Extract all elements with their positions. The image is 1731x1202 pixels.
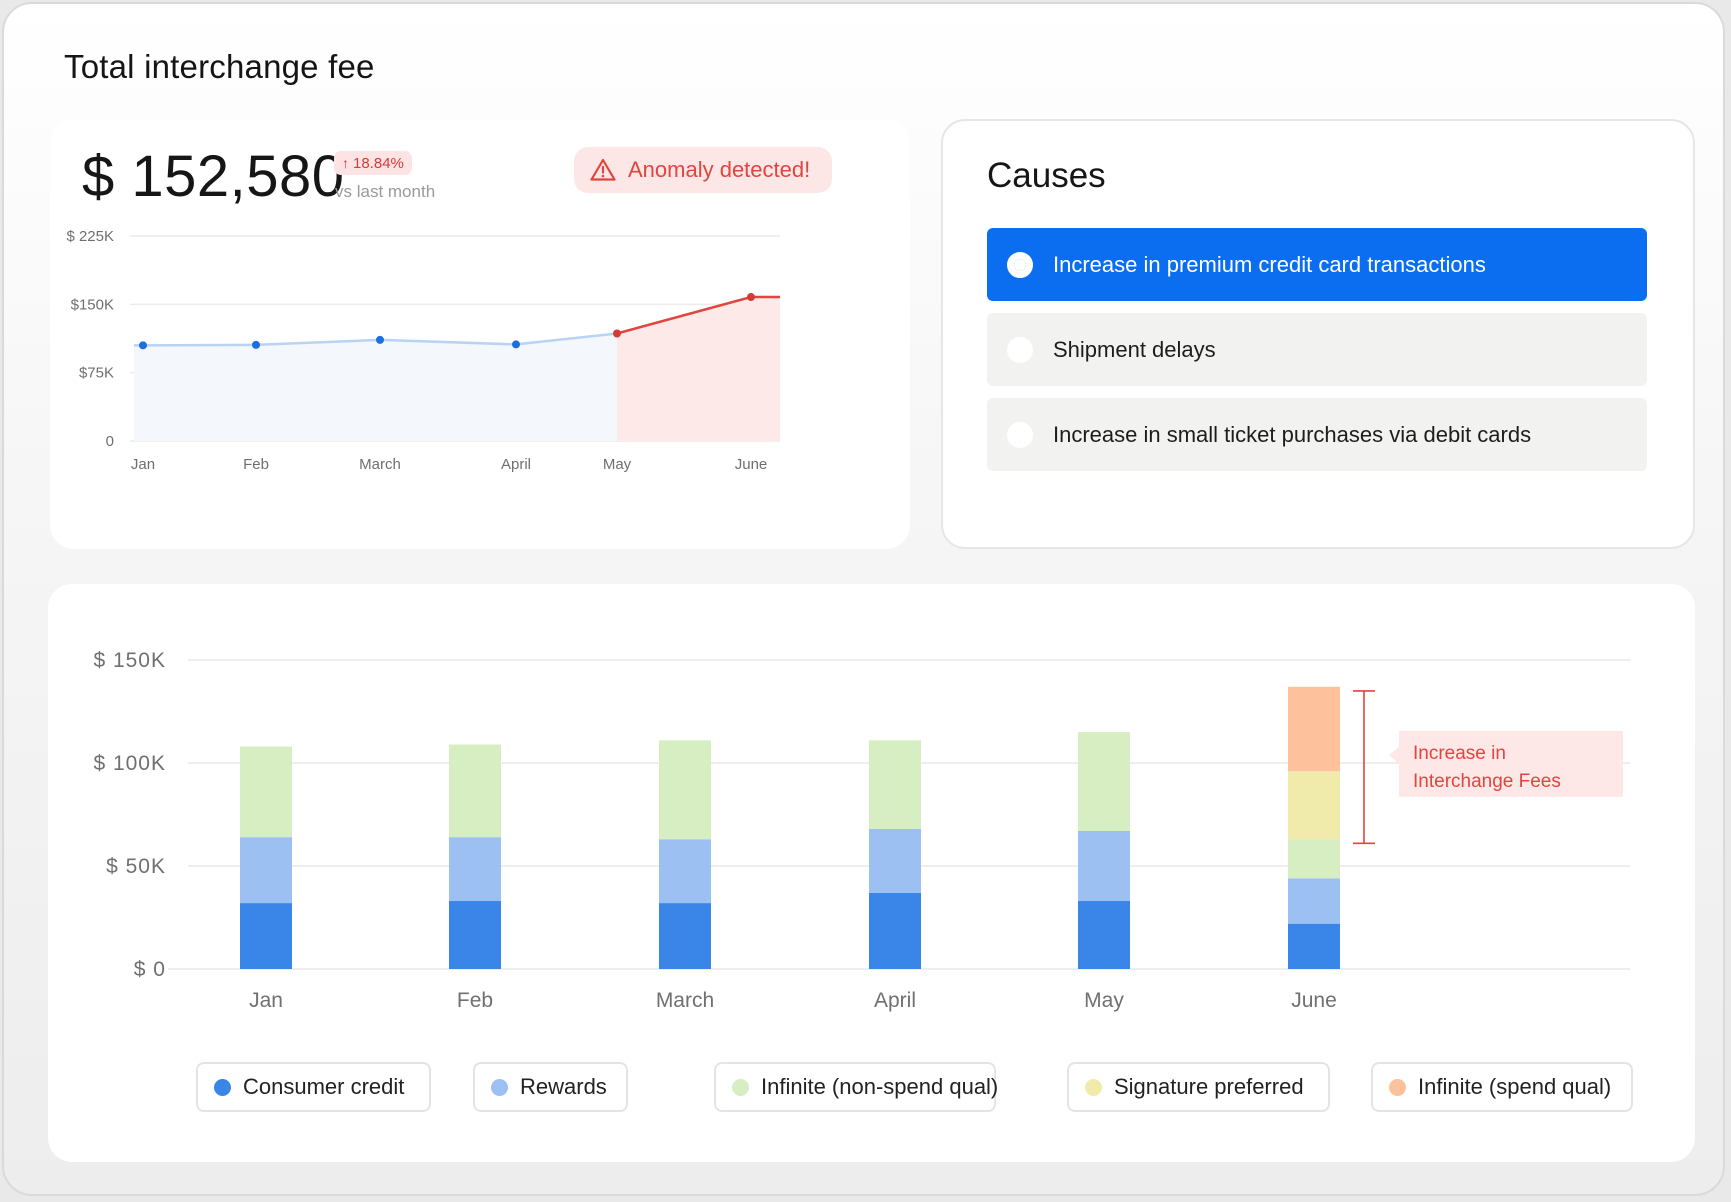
annotation-callout xyxy=(1389,730,1623,797)
legend-label: Consumer credit xyxy=(243,1074,405,1099)
x-tick-label: Feb xyxy=(457,989,493,1012)
x-tick-label: March xyxy=(359,456,401,473)
anomaly-label: Anomaly detected! xyxy=(628,157,811,182)
annotation-text: Increase in xyxy=(1413,743,1506,764)
x-tick-label: June xyxy=(1291,989,1337,1012)
causes-title: Causes xyxy=(987,156,1106,195)
bar-segment xyxy=(1078,901,1130,969)
causes-card: Causes Increase in premium credit card t… xyxy=(941,119,1695,549)
bar-segment xyxy=(449,837,501,902)
cause-label: Increase in small ticket purchases via d… xyxy=(1053,421,1532,447)
delta-caption: vs last month xyxy=(335,182,436,201)
cause-label: Increase in premium credit card transact… xyxy=(1053,251,1486,277)
warning-triangle-icon xyxy=(590,158,616,181)
legend-swatch-icon xyxy=(732,1078,749,1096)
y-tick-label: 0 xyxy=(106,433,114,450)
legend-item[interactable]: Infinite (spend qual) xyxy=(1371,1062,1633,1112)
bar-segment xyxy=(869,892,921,969)
x-tick-label: May xyxy=(603,456,632,473)
legend-swatch-icon xyxy=(1389,1078,1406,1096)
radio-icon[interactable] xyxy=(1007,421,1033,448)
bar-segment xyxy=(240,903,292,969)
bar-segment xyxy=(449,901,501,969)
cause-option-premium-credit[interactable]: Increase in premium credit card transact… xyxy=(987,228,1647,301)
legend-label: Infinite (non-spend qual) xyxy=(761,1074,999,1099)
bar-chart-card: $ 150K $ 100K $ 50K $ 0 Jan Feb March April May J… xyxy=(48,584,1695,1162)
data-point xyxy=(613,329,621,338)
kpi-card: $ 152,580 ↑ 18.84% vs last month Anomaly … xyxy=(50,119,910,549)
area-anomaly xyxy=(617,297,780,441)
legend-swatch-icon xyxy=(214,1078,231,1096)
bar-segment xyxy=(1078,732,1130,831)
bar-segment xyxy=(869,828,921,893)
annotation-text: Interchange Fees xyxy=(1413,771,1561,792)
x-tick-label: May xyxy=(1084,989,1124,1012)
legend-label: Signature preferred xyxy=(1114,1074,1304,1099)
x-tick-label: April xyxy=(874,989,916,1012)
anomaly-badge[interactable]: Anomaly detected! xyxy=(574,147,833,193)
data-point xyxy=(376,335,384,344)
legend-swatch-icon xyxy=(491,1078,508,1096)
bar-segment xyxy=(1288,771,1340,840)
bar-segment xyxy=(1078,830,1130,902)
data-point xyxy=(252,340,260,349)
legend-label: Infinite (spend qual) xyxy=(1418,1074,1612,1099)
arrow-up-icon: ↑ xyxy=(342,155,349,171)
y-tick-label: $75K xyxy=(79,365,114,382)
bar-segment xyxy=(1288,839,1340,879)
legend-item[interactable]: Infinite (non-spend qual) xyxy=(714,1062,999,1112)
legend-swatch-icon xyxy=(1085,1078,1102,1096)
x-tick-label: April xyxy=(501,456,531,473)
x-tick-label: Feb xyxy=(243,456,269,473)
x-tick-label: Jan xyxy=(131,456,155,473)
y-tick-label: $ 100K xyxy=(93,752,166,775)
area-normal xyxy=(134,333,617,441)
kpi-value: $ 152,580 xyxy=(82,144,345,209)
kpi-line-chart: $ 225K $150K $75K 0 Jan Feb March April May June xyxy=(66,228,780,473)
bar-segment xyxy=(659,740,711,840)
bar-segment xyxy=(449,744,501,838)
bar-segment xyxy=(240,837,292,904)
bar-segment xyxy=(869,740,921,829)
radio-selected-icon[interactable] xyxy=(1007,251,1033,278)
x-tick-label: March xyxy=(656,989,714,1012)
y-tick-label: $ 225K xyxy=(66,228,114,245)
legend-label: Rewards xyxy=(520,1074,607,1099)
delta-badge: ↑ 18.84% xyxy=(334,151,412,175)
bar-segment xyxy=(659,839,711,904)
page-title: Total interchange fee xyxy=(64,48,375,85)
bar-segment xyxy=(1288,878,1340,924)
cause-label: Shipment delays xyxy=(1053,336,1216,362)
bar-segment xyxy=(1288,686,1340,772)
legend-item[interactable]: Signature preferred xyxy=(1067,1062,1330,1112)
bar-segment xyxy=(240,746,292,838)
cause-option-small-ticket-debit[interactable]: Increase in small ticket purchases via d… xyxy=(987,398,1647,471)
legend-item[interactable]: Rewards xyxy=(473,1062,628,1112)
y-tick-label: $ 50K xyxy=(106,855,166,878)
data-point xyxy=(512,340,520,349)
stacked-bar-chart: $ 150K $ 100K $ 50K $ 0 Jan Feb March April May J… xyxy=(93,649,1630,1012)
y-tick-label: $ 150K xyxy=(93,649,166,672)
bar-segment xyxy=(659,903,711,969)
bar-segment xyxy=(1288,923,1340,969)
data-point xyxy=(747,293,755,302)
y-tick-label: $ 0 xyxy=(134,958,166,981)
radio-icon[interactable] xyxy=(1007,336,1033,363)
y-tick-label: $150K xyxy=(71,296,114,313)
delta-value: 18.84% xyxy=(353,155,404,172)
legend-item[interactable]: Consumer credit xyxy=(196,1062,431,1112)
cause-option-shipment-delays[interactable]: Shipment delays xyxy=(987,313,1647,386)
x-tick-label: Jan xyxy=(249,989,283,1012)
data-point xyxy=(139,341,147,350)
x-tick-label: June xyxy=(735,456,768,473)
